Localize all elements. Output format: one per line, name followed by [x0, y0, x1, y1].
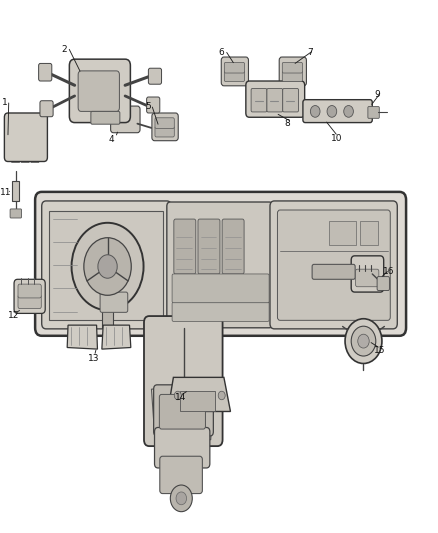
Text: 15: 15: [373, 346, 385, 355]
FancyBboxPatch shape: [78, 71, 119, 111]
FancyBboxPatch shape: [159, 394, 205, 429]
FancyBboxPatch shape: [224, 62, 244, 73]
FancyBboxPatch shape: [155, 126, 174, 137]
FancyBboxPatch shape: [39, 63, 52, 81]
Circle shape: [357, 334, 368, 348]
FancyBboxPatch shape: [31, 155, 39, 163]
FancyBboxPatch shape: [173, 219, 195, 274]
FancyBboxPatch shape: [152, 113, 178, 141]
FancyBboxPatch shape: [146, 97, 159, 113]
FancyBboxPatch shape: [148, 68, 161, 84]
FancyBboxPatch shape: [42, 201, 171, 329]
FancyBboxPatch shape: [18, 284, 41, 298]
Text: 14: 14: [174, 393, 186, 401]
Circle shape: [343, 106, 353, 117]
Circle shape: [326, 106, 336, 117]
FancyBboxPatch shape: [21, 155, 29, 163]
Circle shape: [71, 223, 143, 310]
FancyBboxPatch shape: [100, 292, 127, 312]
FancyBboxPatch shape: [367, 107, 378, 118]
Bar: [49, 211, 163, 320]
Text: 12: 12: [8, 311, 19, 320]
FancyBboxPatch shape: [277, 210, 389, 320]
FancyBboxPatch shape: [282, 62, 302, 73]
Text: 7: 7: [307, 48, 312, 56]
FancyBboxPatch shape: [198, 219, 219, 274]
Text: 9: 9: [373, 91, 379, 99]
Bar: [359, 221, 377, 245]
FancyBboxPatch shape: [172, 274, 268, 303]
FancyBboxPatch shape: [350, 256, 383, 292]
FancyBboxPatch shape: [18, 295, 41, 309]
Circle shape: [170, 485, 192, 512]
Polygon shape: [67, 325, 97, 349]
Bar: [12, 181, 19, 201]
FancyBboxPatch shape: [376, 277, 389, 290]
Text: 1: 1: [2, 98, 8, 107]
FancyBboxPatch shape: [166, 202, 272, 328]
Bar: [180, 391, 215, 411]
Polygon shape: [167, 377, 230, 411]
Text: 13: 13: [88, 354, 99, 362]
FancyBboxPatch shape: [222, 219, 244, 274]
FancyBboxPatch shape: [40, 101, 53, 117]
Bar: [328, 221, 355, 245]
Polygon shape: [151, 389, 214, 440]
FancyBboxPatch shape: [251, 88, 266, 112]
Text: 16: 16: [382, 268, 393, 276]
FancyBboxPatch shape: [245, 81, 304, 117]
Circle shape: [174, 391, 181, 400]
Circle shape: [350, 326, 375, 356]
FancyBboxPatch shape: [69, 59, 130, 123]
FancyBboxPatch shape: [155, 118, 174, 128]
Text: 5: 5: [145, 102, 150, 111]
FancyBboxPatch shape: [144, 316, 222, 446]
Text: 6: 6: [218, 48, 224, 56]
FancyBboxPatch shape: [224, 71, 244, 82]
Text: 4: 4: [109, 135, 114, 144]
FancyBboxPatch shape: [282, 88, 298, 112]
FancyBboxPatch shape: [14, 279, 45, 313]
FancyBboxPatch shape: [269, 201, 396, 329]
FancyBboxPatch shape: [282, 71, 302, 82]
FancyBboxPatch shape: [154, 427, 209, 468]
FancyBboxPatch shape: [221, 57, 248, 86]
FancyBboxPatch shape: [4, 113, 47, 161]
Circle shape: [344, 319, 381, 364]
FancyBboxPatch shape: [302, 100, 371, 123]
Text: 8: 8: [284, 119, 290, 128]
Circle shape: [310, 106, 319, 117]
FancyBboxPatch shape: [91, 111, 120, 124]
FancyBboxPatch shape: [311, 264, 354, 279]
FancyBboxPatch shape: [10, 209, 21, 218]
FancyBboxPatch shape: [110, 106, 140, 133]
FancyBboxPatch shape: [35, 192, 405, 336]
Text: 10: 10: [331, 134, 342, 143]
FancyBboxPatch shape: [266, 88, 282, 112]
FancyBboxPatch shape: [159, 456, 202, 494]
Circle shape: [84, 238, 131, 295]
Circle shape: [176, 492, 186, 505]
Bar: [102, 306, 113, 328]
Text: 2: 2: [61, 45, 67, 53]
FancyBboxPatch shape: [153, 385, 213, 436]
FancyBboxPatch shape: [11, 155, 20, 163]
Text: 11: 11: [0, 189, 11, 197]
Circle shape: [98, 255, 117, 278]
Polygon shape: [102, 325, 131, 349]
Circle shape: [218, 391, 225, 400]
FancyBboxPatch shape: [172, 302, 268, 321]
FancyBboxPatch shape: [355, 269, 378, 287]
FancyBboxPatch shape: [279, 57, 306, 86]
